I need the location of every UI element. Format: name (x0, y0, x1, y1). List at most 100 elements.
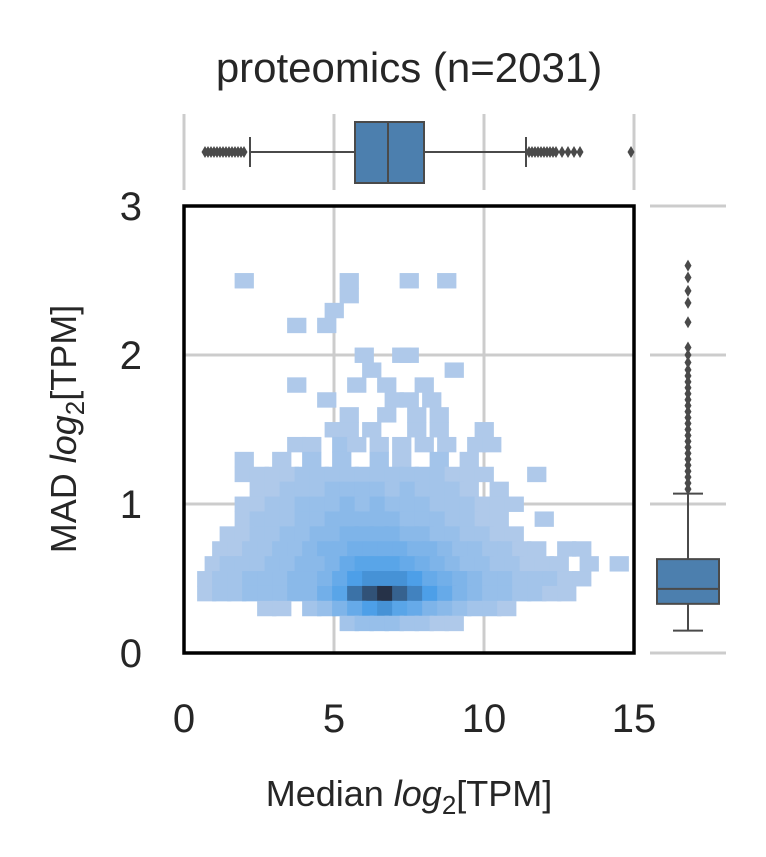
histogram-cell (347, 377, 367, 393)
histogram-cell (219, 556, 239, 572)
histogram-cell (467, 600, 487, 617)
histogram-cell (339, 422, 359, 438)
histogram-cell (294, 481, 314, 498)
x-box-outlier (576, 146, 584, 158)
histogram-cell (519, 556, 539, 572)
histogram-cell (309, 556, 329, 572)
histogram-cell (467, 436, 487, 453)
histogram-cell (204, 556, 224, 572)
histogram-cell (234, 526, 254, 542)
histogram-cell (279, 526, 299, 542)
histogram-cell (264, 511, 284, 527)
histogram-cell (399, 556, 419, 572)
right-marginal (650, 204, 726, 655)
histogram-cell (444, 556, 464, 572)
histogram-cell (429, 556, 449, 572)
histogram-cell (347, 436, 367, 453)
histogram-cell (444, 481, 464, 498)
histogram-cell (339, 526, 359, 542)
histogram-cell (234, 496, 254, 512)
y-tick-labels: 0 1 2 3 (120, 185, 142, 676)
histogram-cell (339, 481, 359, 498)
histogram-cell (227, 585, 247, 602)
histogram-cell (384, 392, 404, 408)
histogram-cell (264, 556, 284, 572)
histogram-cell (354, 526, 374, 542)
histogram-cell (249, 556, 269, 572)
y-box-outlier (684, 356, 692, 369)
histogram-cell (377, 541, 397, 557)
histogram-cell (332, 571, 352, 587)
histogram-cell (452, 571, 472, 587)
x-box-outlier (558, 146, 566, 158)
histogram-cell (302, 541, 322, 557)
x-tick-label: 10 (462, 697, 507, 741)
histogram-cell (384, 526, 404, 542)
histogram-cell (369, 451, 389, 468)
histogram-cell (362, 422, 382, 438)
histogram-cell (354, 496, 374, 512)
histogram-cell (317, 585, 337, 602)
histogram-cell (377, 600, 397, 617)
histogram-cell (197, 571, 217, 587)
plot-frame (182, 204, 636, 655)
histogram-cell (549, 556, 569, 572)
histogram-cell (302, 571, 322, 587)
histogram-cell (257, 541, 277, 557)
histogram-cell (309, 466, 329, 483)
histogram-cell (437, 273, 457, 289)
histogram-cell (324, 556, 344, 572)
histogram-cell (287, 377, 307, 393)
histogram-cell (347, 541, 367, 557)
histogram-cell (459, 451, 479, 468)
histogram-cell (392, 585, 412, 602)
histogram-cell (294, 511, 314, 527)
histogram-cell (489, 526, 509, 542)
histogram-cell (557, 585, 577, 602)
x-box-outlier (627, 146, 635, 158)
histogram-cell (249, 481, 269, 498)
histogram-cell (497, 541, 517, 557)
histogram-cell (452, 541, 472, 557)
histogram-cell (369, 526, 389, 542)
histogram-cell (279, 481, 299, 498)
histogram-cell (324, 526, 344, 542)
histogram-cell (482, 571, 502, 587)
histogram-cell (362, 362, 382, 378)
histogram-cell (429, 526, 449, 542)
histogram-cell (557, 571, 577, 587)
histogram-cell (414, 511, 434, 527)
histogram-cell (399, 466, 419, 483)
histogram-cell (287, 436, 307, 453)
histogram-cell (399, 615, 419, 632)
histogram-cell (317, 600, 337, 617)
histogram-cell (467, 571, 487, 587)
histogram-cell (429, 407, 449, 423)
histogram-cell (384, 556, 404, 572)
histogram-cell (347, 571, 367, 587)
histogram-cell (482, 585, 502, 602)
histogram-cell (414, 615, 434, 632)
histogram-cell (474, 422, 494, 438)
histogram-cell (489, 556, 509, 572)
histogram-cell (452, 585, 472, 602)
histogram-cell (489, 481, 509, 498)
histogram-cell (504, 556, 524, 572)
histogram-cell (272, 571, 292, 587)
histogram-cell (557, 541, 577, 557)
y-tick-label: 1 (120, 483, 142, 527)
histogram-cell (384, 615, 404, 632)
histogram-cell (527, 585, 547, 602)
histogram-cell (444, 615, 464, 632)
histogram-cell (504, 526, 524, 542)
y-box-outlier (684, 316, 692, 329)
histogram-cell (339, 556, 359, 572)
histogram-cell (384, 466, 404, 483)
histogram-cell (302, 436, 322, 453)
histogram-cell (279, 466, 299, 483)
histogram-cell (347, 600, 367, 617)
histogram-cell (534, 556, 554, 572)
histogram-cell (324, 481, 344, 498)
histogram-cell (227, 541, 247, 557)
histogram-cell (437, 571, 457, 587)
